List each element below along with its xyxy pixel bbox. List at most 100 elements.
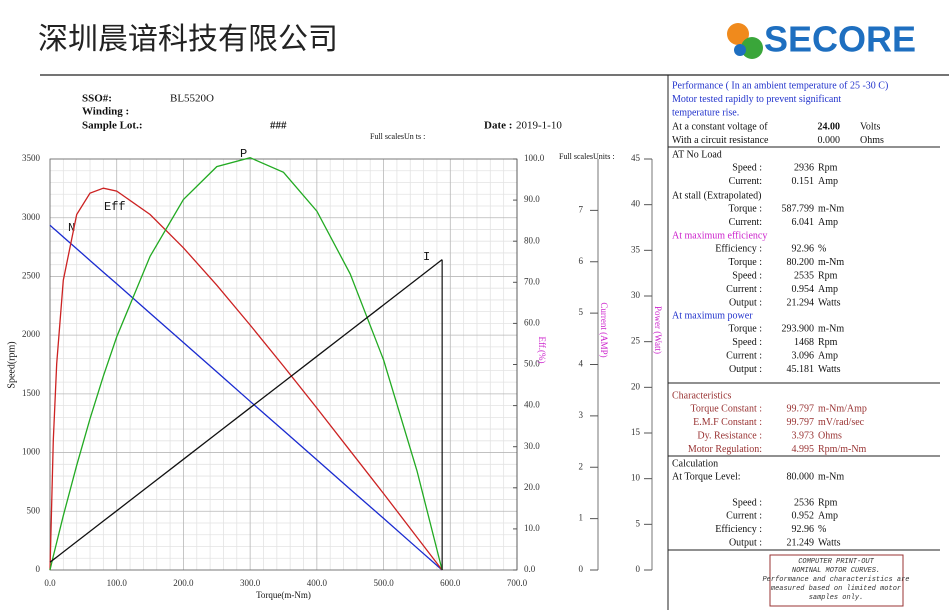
sso-label: SSO#: (82, 93, 112, 105)
y-tick-label: 90.0 (524, 194, 540, 204)
y-tick-label: 70.0 (524, 276, 540, 286)
y2-axis-label: Eff.(%) (537, 336, 547, 363)
row-value: 6.041 (792, 217, 815, 228)
row-unit: m-Nm (818, 324, 844, 335)
logo-text: SECORE (764, 19, 916, 60)
x-tick-label: 700.0 (507, 578, 528, 588)
row-value: 1468 (794, 337, 814, 348)
x-tick-label: 600.0 (440, 578, 461, 588)
x-tick-label: 0.0 (44, 578, 56, 588)
row-value: 92.96 (792, 244, 815, 255)
sso-value: BL5520O (170, 93, 214, 105)
series-line (49, 224, 443, 571)
row-value: 2936 (794, 163, 814, 174)
x-tick-label: 500.0 (373, 578, 394, 588)
series-line (49, 259, 443, 563)
y-tick-label: 4 (579, 359, 584, 369)
row-value: 21.294 (787, 297, 815, 308)
y-tick-label: 100.0 (524, 153, 545, 163)
row-value: 0.954 (792, 284, 815, 295)
row-label: Torque : (729, 257, 762, 268)
intro-line: temperature rise. (672, 107, 739, 118)
y-tick-label: 5 (636, 518, 641, 528)
row-unit: Rpm (818, 337, 838, 348)
series-label: P (240, 147, 247, 161)
y-tick-label: 30 (631, 290, 641, 300)
note-line: measured based on limited motor (771, 585, 901, 593)
row-value: 2536 (794, 497, 814, 508)
condition-unit: Ohms (860, 135, 884, 146)
row-value: 45.181 (787, 364, 815, 375)
y-tick-label: 3500 (22, 153, 41, 163)
row-unit: Amp (818, 176, 838, 187)
y3-axis-label: Current (AMP) (599, 302, 609, 357)
row-label: Torque : (729, 204, 762, 215)
row-unit: Amp (818, 350, 838, 361)
y-tick-label: 10 (631, 473, 641, 483)
row-unit: mV/rad/sec (818, 417, 865, 428)
lot-value: ### (270, 120, 287, 132)
row-label: Speed : (732, 337, 762, 348)
y-tick-label: 50.0 (524, 359, 540, 369)
row-value: 587.799 (782, 204, 815, 215)
y-tick-label: 5 (579, 307, 584, 317)
row-label: Output : (729, 537, 762, 548)
date-label: Date : (484, 120, 512, 132)
row-label: Torque Constant : (690, 404, 762, 415)
y-tick-label: 2000 (22, 329, 41, 339)
y-tick-label: 3 (579, 410, 584, 420)
row-value: 99.797 (787, 404, 815, 415)
row-unit: m-Nm (818, 204, 844, 215)
series-label: Eff (104, 200, 126, 214)
section-title: Calculation (672, 458, 718, 469)
row-value: 80.000 (787, 471, 815, 482)
condition-value: 0.000 (818, 135, 841, 146)
row-unit: m-Nm (818, 471, 844, 482)
note-line: NOMINAL MOTOR CURVES. (792, 567, 880, 575)
y-tick-label: 20 (631, 381, 641, 391)
y-tick-label: 10.0 (524, 523, 540, 533)
condition-label: At a constant voltage of (672, 121, 768, 132)
row-unit: Watts (818, 297, 841, 308)
row-value: 0.151 (792, 176, 815, 187)
y-tick-label: 45 (631, 153, 641, 163)
y-tick-label: 25 (631, 336, 641, 346)
note-line: samples only. (809, 594, 864, 602)
section-title: At maximum power (672, 310, 753, 321)
row-unit: Ohms (818, 430, 842, 441)
y-tick-label: 60.0 (524, 317, 540, 327)
y-tick-label: 7 (579, 204, 584, 214)
condition-value: 24.00 (818, 121, 841, 132)
row-label: Motor Regulation: (688, 444, 762, 455)
row-label: E.M.F Constant : (693, 417, 762, 428)
y-tick-label: 2 (579, 461, 584, 471)
y-tick-label: 35 (631, 244, 641, 254)
row-value: 3.973 (792, 430, 815, 441)
x-tick-label: 400.0 (307, 578, 328, 588)
row-label: Efficiency : (715, 244, 762, 255)
row-label: Torque : (729, 324, 762, 335)
row-value: 80.200 (787, 257, 815, 268)
y-tick-label: 1 (579, 513, 584, 523)
row-value: 0.952 (792, 511, 815, 522)
x-tick-label: 100.0 (107, 578, 128, 588)
y-tick-label: 15 (631, 427, 641, 437)
row-label: Speed : (732, 497, 762, 508)
row-label: Current : (726, 350, 762, 361)
row-unit: Amp (818, 217, 838, 228)
y-tick-label: 0 (636, 564, 641, 574)
y-tick-label: 80.0 (524, 235, 540, 245)
row-value: 293.900 (782, 324, 815, 335)
row-unit: Rpm (818, 270, 838, 281)
row-unit: Rpm (818, 163, 838, 174)
y-tick-label: 1500 (22, 388, 41, 398)
row-label: Speed : (732, 270, 762, 281)
row-unit: Rpm (818, 497, 838, 508)
full-scales-note: Full scalesUn ts : (370, 132, 425, 141)
y-axis-label: Speed(rpm) (6, 341, 17, 388)
row-value: 92.96 (792, 524, 815, 535)
row-label: Current: (729, 217, 762, 228)
row-unit: m-Nm (818, 257, 844, 268)
intro-line: Motor tested rapidly to prevent signific… (672, 94, 841, 105)
